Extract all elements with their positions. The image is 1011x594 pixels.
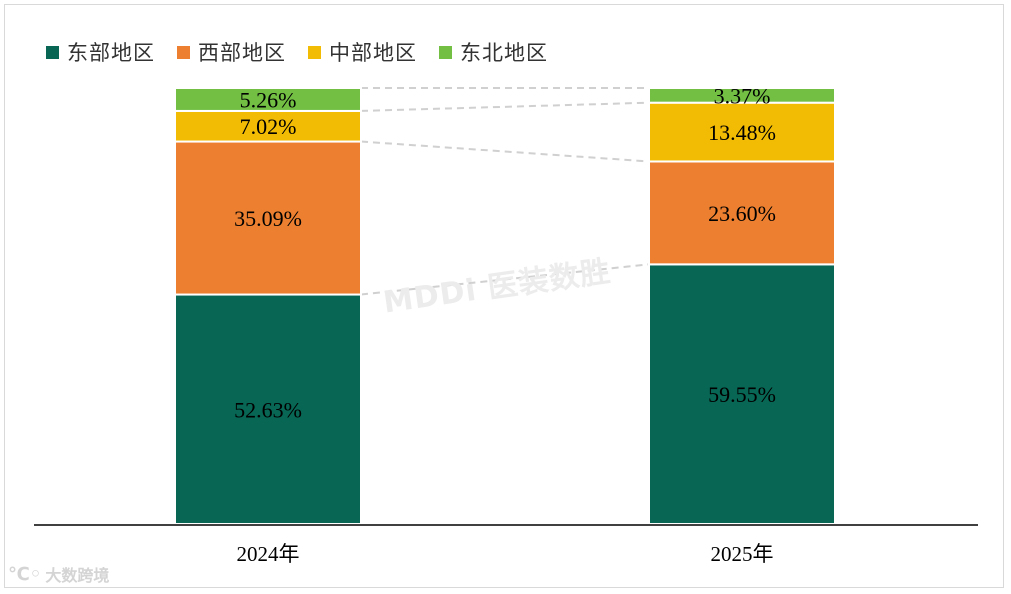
legend-label: 东北地区 [460,41,548,65]
data-label: 5.26% [240,87,297,112]
bar-segment [648,263,836,525]
bar-segment [174,87,362,112]
corner-watermark: ℃◦ 大数跨境 [8,562,109,586]
data-label: 23.60% [708,201,776,226]
data-label: 35.09% [234,206,302,231]
bar-stack-2: 59.55% 23.60% 13.48% 3.37% [648,83,836,525]
chart-frame [4,4,1004,588]
connector-lines [360,87,650,296]
bar-segment [648,101,836,163]
bar-segment [648,87,836,104]
legend-swatch [177,45,190,59]
legend-item: 西部地区 [177,37,286,67]
bar-segment [174,140,362,296]
bar-segment [174,293,362,525]
connector-line [360,140,650,163]
legend-swatch [46,45,59,59]
legend-label: 东部地区 [67,41,155,65]
legend: 东部地区 西部地区 中部地区 东北地区 [46,38,548,66]
connector-line [360,101,650,112]
legend-item: 东部地区 [46,37,155,67]
legend-label: 西部地区 [198,41,286,65]
bar-segment [648,160,836,266]
connector-line [360,263,650,296]
data-label: 59.55% [708,382,776,407]
data-label: 3.37% [714,83,771,108]
legend-item: 中部地区 [308,37,417,67]
data-label: 7.02% [240,114,297,139]
x-tick-label: 2024年 [237,542,300,566]
legend-label: 中部地区 [329,41,417,65]
corner-watermark-text: 大数跨境 [45,566,110,585]
legend-swatch [439,45,452,59]
legend-swatch [308,45,321,59]
data-label: 13.48% [708,120,776,145]
bar-segment [174,109,362,143]
data-label: 52.63% [234,397,302,422]
x-tick-label: 2025年 [711,542,774,566]
bar-stack-1: 52.63% 35.09% 7.02%5.26% [174,87,362,525]
legend-item: 东北地区 [439,37,548,67]
brand-logo-icon: ℃◦ [8,563,42,585]
